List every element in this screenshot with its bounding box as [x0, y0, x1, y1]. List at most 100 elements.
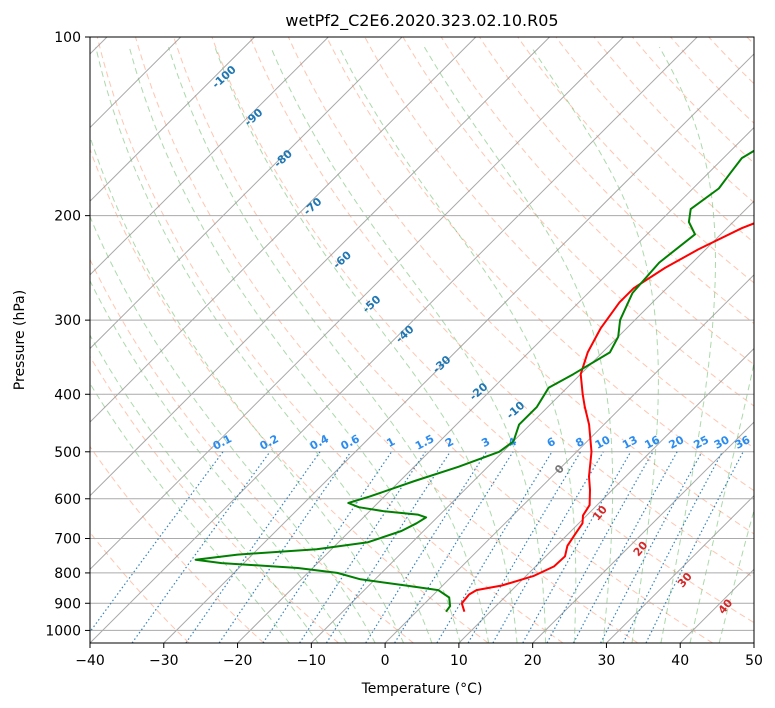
y-tick-label: 700 — [54, 532, 81, 548]
moist-adiabat-label: -10 — [504, 399, 528, 422]
isotherm — [237, 126, 754, 643]
isotherm — [90, 37, 403, 350]
y-tick-label: 900 — [54, 596, 81, 612]
isotherm — [90, 37, 698, 643]
mixing-ratio-label: 25 — [691, 433, 711, 452]
dry-adiabat — [631, 37, 754, 164]
moist-adiabat-label: -70 — [301, 195, 325, 218]
isotherm — [384, 274, 754, 643]
moist-adiabat-label: -80 — [271, 147, 295, 170]
mixing-ratio-line — [436, 451, 553, 643]
dry-adiabat — [96, 37, 564, 643]
isotherm — [90, 37, 255, 202]
moist-adiabat — [658, 46, 716, 643]
y-tick-label: 500 — [54, 445, 81, 461]
dry-adiabat — [478, 37, 754, 325]
isotherm — [90, 37, 550, 497]
moist-adiabat — [90, 215, 376, 643]
mixing-ratio-label: 8 — [573, 435, 586, 450]
y-axis-label: Pressure (hPa) — [12, 290, 28, 390]
mixing-ratio-label: 0.1 — [211, 432, 234, 453]
isotherm — [606, 494, 754, 643]
dry-adiabat — [555, 37, 754, 244]
mixing-ratio-line — [546, 451, 654, 643]
x-tick-label: 10 — [450, 653, 468, 669]
isotherm — [90, 37, 477, 423]
isotherm — [458, 347, 754, 643]
moist-adiabat-label: -30 — [430, 353, 454, 376]
dry-adiabat — [708, 37, 754, 85]
background-lines — [90, 37, 754, 643]
x-tick-label: 50 — [745, 653, 763, 669]
mixing-ratio-line — [394, 451, 514, 643]
mixing-ratio-label: 10 — [593, 433, 613, 452]
isotherm — [163, 53, 754, 643]
mixing-ratio-line — [522, 451, 632, 643]
x-axis-ticks: −40 −30 −20 −10 0 10 20 30 40 50 — [75, 643, 763, 669]
mixing-ratio-line — [90, 451, 224, 633]
moist-adiabat — [689, 361, 754, 643]
mixing-ratio-label: 13 — [620, 433, 640, 452]
mixing-ratio-label: 2 — [443, 435, 456, 450]
dry-adiabat — [364, 37, 754, 449]
mixing-ratio-label: 0.2 — [258, 432, 281, 453]
x-tick-label: 0 — [381, 653, 390, 669]
moist-adiabat — [90, 334, 319, 643]
isotherm — [753, 642, 754, 643]
dry-adiabat-label: 10 — [590, 503, 610, 523]
y-tick-label: 400 — [54, 387, 81, 403]
y-axis-ticks: 100 200 300 400 500 600 700 800 900 1000 — [45, 30, 90, 639]
y-tick-label: 1000 — [45, 623, 81, 639]
moist-adiabat — [530, 46, 659, 643]
mixing-ratio-label: 0.6 — [339, 432, 363, 453]
moist-adiabat — [168, 46, 490, 643]
dry-adiabat — [326, 37, 754, 492]
moist-adiabat-label: -90 — [242, 106, 266, 129]
dry-adiabat — [90, 531, 190, 643]
mixing-ratio-label: 3 — [479, 435, 492, 450]
mixing-ratio-label: 0.4 — [308, 432, 332, 453]
x-tick-label: 30 — [597, 653, 615, 669]
mixing-ratio-line — [325, 451, 451, 643]
dry-adiabat — [593, 37, 754, 204]
mixing-ratio-line — [185, 451, 321, 643]
mixing-ratio-label: 30 — [712, 433, 732, 452]
mixing-ratio-label: 36 — [733, 433, 753, 452]
isotherm — [310, 200, 754, 643]
dry-adiabat — [517, 37, 754, 284]
moist-adiabat-label: -40 — [393, 322, 417, 345]
dry-adiabat — [746, 37, 754, 45]
dry-adiabat — [90, 445, 265, 643]
moist-adiabat — [214, 46, 518, 643]
mixing-ratio-line — [600, 451, 703, 643]
mixing-ratio-label: 1 — [384, 435, 397, 450]
mixing-ratio-label: 6 — [545, 435, 558, 450]
x-axis-label: Temperature (°C) — [361, 681, 483, 697]
mixing-ratio-label: 1.5 — [413, 432, 436, 453]
mixing-ratio-line — [572, 451, 678, 643]
temperature-profile — [460, 222, 754, 612]
moist-adiabat — [423, 46, 614, 643]
x-tick-label: −10 — [297, 653, 327, 669]
moist-adiabat — [338, 46, 577, 643]
isotherm — [532, 421, 754, 643]
plot-frame — [89, 36, 755, 644]
line-labels: 0.1 0.2 0.4 0.6 1 1.5 2 3 4 6 8 10 13 16 20 25 30 3601020… — [210, 63, 753, 617]
moist-adiabat — [270, 46, 547, 643]
moist-adiabat — [95, 46, 433, 643]
sounding-profiles — [194, 149, 754, 613]
dry-adiabat — [402, 37, 754, 407]
dry-adiabat — [670, 37, 754, 124]
moist-adiabat — [90, 279, 348, 643]
dry-adiabat — [90, 258, 414, 643]
moist-adiabat-label: -20 — [467, 380, 491, 403]
isotherm — [90, 37, 624, 571]
y-tick-label: 200 — [54, 209, 81, 225]
x-tick-label: 20 — [524, 653, 542, 669]
x-tick-label: −40 — [75, 653, 105, 669]
moist-adiabat-label: -100 — [210, 63, 239, 91]
x-tick-label: −30 — [149, 653, 179, 669]
mixing-ratio-label: 20 — [667, 433, 687, 452]
isotherm — [90, 37, 329, 276]
